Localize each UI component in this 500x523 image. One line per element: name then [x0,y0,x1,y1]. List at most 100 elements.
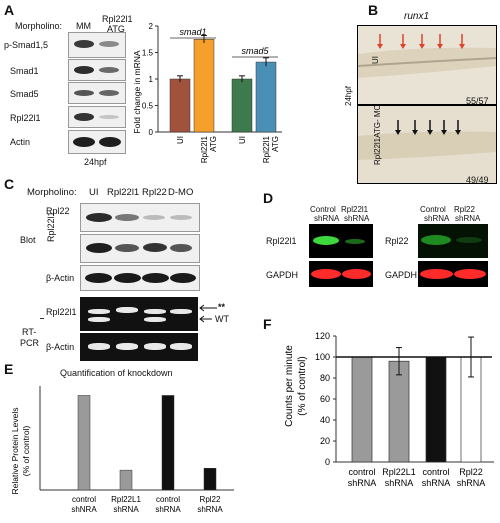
red-arrow-icon [400,44,406,49]
panel-a-row-label: Smad5 [10,89,39,99]
blot-c-rpl22 [80,203,200,232]
bar [203,468,217,491]
panel-a-morpholino-label: Morpholino: [15,21,63,31]
panel-f-ylabel: (% of control) [297,356,308,415]
gel-c-actin [80,333,198,361]
bar [231,78,253,133]
panel-d-letter: D [263,190,274,206]
x-tick-label: control [156,495,180,504]
x-tick-label: UI [176,136,185,144]
x-tick-label: shRNA [385,478,414,488]
bar [425,356,447,463]
x-tick-label: control [72,495,96,504]
black-arrow-icon [427,130,433,135]
panel-a-row-label: p-Smad1,5 [4,40,49,50]
panel-d-right-lane: Rpl22 [454,205,475,214]
x-tick-label: Rpl22l1 [262,135,271,163]
blot-smad5 [68,82,126,104]
panel-c-lane: UI [89,187,99,198]
panel-a-row-label: Smad1 [10,66,39,76]
panel-a-lane-atg: ATG [107,24,125,34]
y-tick-label: 1 [149,75,154,84]
fluor-blot-rpl22 [418,224,488,258]
panel-d-left-lane: Control [310,205,336,214]
gel-c-rpl22l1 [80,297,198,331]
bar [255,61,277,133]
x-tick-label: ATG [209,136,218,152]
fluor-blot-gapdh-right [418,261,488,287]
blot-c-rpl22l1 [80,234,200,263]
y-tick-label: 0.5 [142,102,154,111]
bar [388,360,410,463]
black-arrow-icon [441,130,447,135]
panel-c-row-label: Rpl22 [46,206,70,216]
panel-d-left-row: Rpl22l1 [266,236,297,246]
panel-c-row-label: β-Actin [46,342,75,352]
x-tick-label: Rpl22l1 [200,135,209,163]
bar [119,469,133,491]
panel-d-left-row: GAPDH [266,270,299,280]
y-tick-label: 0 [149,128,154,137]
panel-b-label-ui: UI [371,56,380,64]
panel-a-group-label: smad1 [179,27,206,37]
bar [169,78,191,133]
x-tick-label: shRNA [155,505,181,514]
panel-c-morpholino-label: Morpholino: [27,187,77,198]
black-arrow-icon [455,130,461,135]
panel-b-stage: 24hpf [344,85,353,106]
panel-d-right-lane: shRNA [424,214,450,223]
panel-f-letter: F [263,316,272,332]
panel-c-marker-star: ** [218,302,226,312]
x-tick-label: shRNA [348,478,377,488]
bar [351,356,373,463]
panel-c-blot-label: Blot [20,235,36,245]
y-tick-label: 2 [149,22,154,31]
blot-smad1 [68,59,126,81]
bar [77,395,91,491]
x-tick-label: Rpl22 [200,495,221,504]
black-arrow-icon [412,130,418,135]
panel-c-row-label: Rpl22l1 [46,211,56,242]
x-tick-label: shRNA [113,505,139,514]
panel-c-rtpcr-label: RT- [22,327,37,337]
bar [161,395,175,491]
fluor-blot-rpl22l1 [309,224,373,258]
y-tick-label: 60 [320,394,330,404]
panel-a-lane-rpl22l1: Rpl22l1 [102,14,133,24]
fluor-blot-gapdh-left [309,261,373,287]
y-tick-label: 120 [315,331,330,341]
embryo-image-ui [358,26,496,104]
x-tick-label: Rpl22 [459,467,483,477]
panel-e-ylabel: (% of control) [21,426,31,477]
x-tick-label: Rpl22L1 [382,467,416,477]
panel-f-chart: Counts per minute (% of control) 0 20 40 60… [284,331,494,488]
panel-e-letter: E [4,361,14,377]
panel-a-chart: Fold change in mRNA 0 0.5 1 1.5 2 smad1 smad… [132,22,282,163]
x-tick-label: control [422,467,449,477]
panel-c-lane: Rpl22 [142,187,167,198]
x-tick-label: shRNA [422,478,451,488]
blot-c-actin [80,265,200,291]
red-arrow-icon [377,44,383,49]
panel-a-letter: A [4,2,15,18]
x-tick-label: control [348,467,375,477]
panel-d-right-row: GAPDH [385,270,418,280]
arrow-left-icon [199,304,217,323]
x-tick-label: shNRA [71,505,97,514]
x-tick-label: shRNA [197,505,223,514]
panel-a-stage: 24hpf [84,157,107,167]
red-arrow-icon [437,44,443,49]
panel-e-chart: Relative Protein Levels (% of control) c… [10,386,234,514]
panel-d-right-row: Rpl22 [385,236,409,246]
panel-e-ylabel: Relative Protein Levels [10,408,20,495]
y-tick-label: 100 [315,352,330,362]
panel-c-marker-wt: WT [215,314,229,324]
y-tick-label: 20 [320,436,330,446]
bar [193,39,215,133]
panel-b-label-mo: Rpl22l1ATG- MO [373,104,382,165]
panel-a-group-label: smad5 [241,46,269,56]
blot-p-smad15 [68,32,126,58]
panel-a-lane-mm: MM [76,21,91,31]
panel-d-right-lane: Control [420,205,446,214]
x-tick-label: shRNA [457,478,486,488]
